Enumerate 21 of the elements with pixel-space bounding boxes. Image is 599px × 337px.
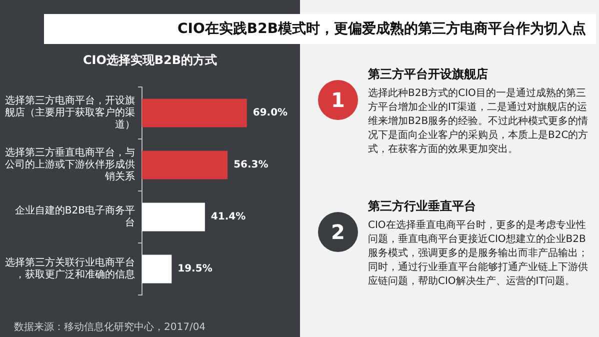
data-label: 69.0%: [252, 108, 288, 119]
bar: [142, 254, 172, 284]
text: 1: [331, 88, 345, 112]
text: 第三方平台开设旗舰店: [368, 66, 489, 83]
text: CIO在选择垂直电商平台时，更多的是考虑专业性问题，垂直电商平台更接近CIO想建立的企业B2B服务模式，强调更多的是服务输出而非产品输出；同时，通过行业垂直平台能够打通产业链上下游供应链问题，帮助CIO解决生产、运营的IT问题。: [368, 219, 589, 289]
text: CIO在实践B2B模式时，更偏爱成熟的第三方电商平台作为切入点: [178, 20, 586, 38]
text: 2: [331, 220, 345, 244]
data-label: 56.3%: [234, 160, 268, 171]
data-label: 41.4%: [210, 212, 246, 223]
chart-subtitle: CIO选择实现B2B的方式: [82, 52, 218, 69]
y-tick-label: 企业自建的B2B电子商务平台: [14, 204, 135, 229]
source-note: 数据来源：移动信息化研究中心，2017/04: [14, 320, 206, 334]
bar: [142, 150, 228, 180]
text: 第三方行业垂直平台: [368, 198, 477, 215]
y-tick-label: 选择第三方关联行业电商平台，获取更广泛和准确的信息: [5, 256, 135, 281]
y-tick-label: 选择第三方垂直电商平台，与公司的上游或下游伙伴形成供销关系: [5, 146, 135, 183]
y-tick-label: 选择第三方电商平台，开设旗舰店（主要用于获取客户的渠道）: [5, 94, 135, 131]
data-label: 19.5%: [178, 264, 212, 275]
text: 选择此种B2B方式的CIO目的一是通过成熟的第三方平台增加企业的IT渠道，二是通过对旗舰店的运维来增加B2B服务的经验。不过此种模式更多的情况下是面向企业客户的采购员，本质上是B2C的方式，在获客方面的效果更加突出。: [368, 87, 590, 157]
bar: [142, 202, 205, 232]
bar: [142, 98, 247, 128]
